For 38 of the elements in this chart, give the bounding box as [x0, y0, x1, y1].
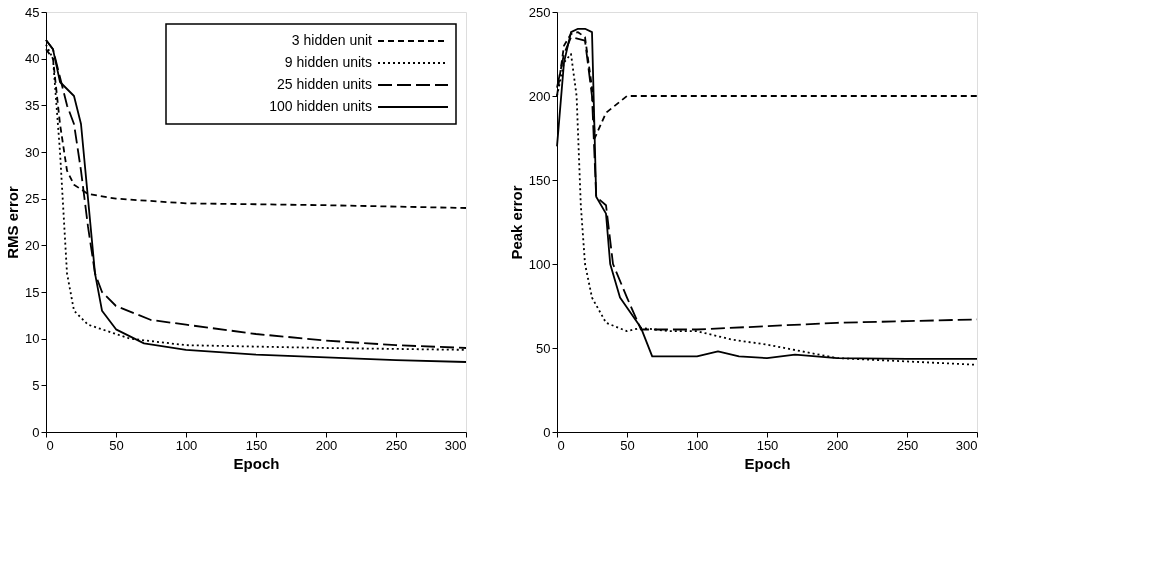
- x-tick-label: 100: [686, 437, 709, 453]
- x-tick-label: 300: [955, 437, 978, 453]
- y-tick-label: 45: [25, 4, 40, 20]
- y-axis-title: Peak error: [507, 185, 525, 260]
- legend-label: 100 hidden units: [269, 98, 372, 114]
- x-tick-label: 50: [620, 437, 635, 453]
- x-axis-title: Epoch: [233, 454, 280, 472]
- y-tick-label: 200: [528, 88, 551, 104]
- x-tick-label: 150: [756, 437, 779, 453]
- y-tick-label: 20: [25, 237, 40, 253]
- x-tick-label: 50: [109, 437, 124, 453]
- x-tick-label: 0: [557, 437, 565, 453]
- y-tick-label: 10: [25, 331, 40, 347]
- y-tick-label: 150: [528, 172, 551, 188]
- y-tick-label: 35: [25, 97, 40, 113]
- x-tick-label: 200: [315, 437, 338, 453]
- x-tick-label: 150: [245, 437, 268, 453]
- y-tick-label: 30: [25, 144, 40, 160]
- y-tick-label: 25: [25, 191, 40, 207]
- x-tick-label: 300: [444, 437, 467, 453]
- x-tick-label: 250: [896, 437, 919, 453]
- y-tick-label: 15: [25, 284, 40, 300]
- legend-label: 9 hidden units: [284, 54, 372, 70]
- y-tick-label: 250: [528, 4, 551, 20]
- y-tick-label: 100: [528, 256, 551, 272]
- x-tick-label: 250: [385, 437, 408, 453]
- y-axis-title: RMS error: [4, 186, 22, 259]
- y-tick-label: 5: [32, 377, 40, 393]
- x-tick-label: 200: [826, 437, 849, 453]
- y-tick-label: 0: [543, 424, 551, 440]
- y-tick-label: 50: [536, 340, 551, 356]
- x-tick-label: 100: [175, 437, 198, 453]
- y-tick-label: 0: [32, 424, 40, 440]
- x-tick-label: 0: [46, 437, 54, 453]
- legend-label: 3 hidden unit: [291, 32, 373, 48]
- x-axis-title: Epoch: [744, 454, 791, 472]
- y-tick-label: 40: [25, 51, 40, 67]
- legend-label: 25 hidden units: [277, 76, 372, 92]
